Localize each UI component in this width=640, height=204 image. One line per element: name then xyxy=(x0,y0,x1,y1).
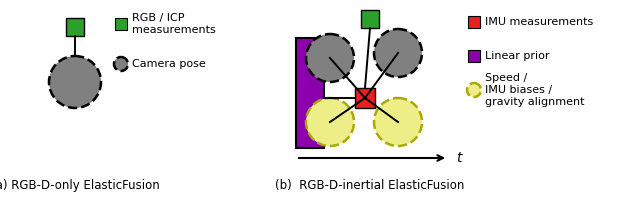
Bar xyxy=(115,18,127,30)
Text: $t$: $t$ xyxy=(456,151,464,165)
Text: (b)  RGB-D-inertial ElasticFusion: (b) RGB-D-inertial ElasticFusion xyxy=(275,179,465,192)
Bar xyxy=(468,16,480,28)
Text: Camera pose: Camera pose xyxy=(132,59,205,69)
Circle shape xyxy=(306,34,354,82)
Text: Speed /
IMU biases /
gravity alignment: Speed / IMU biases / gravity alignment xyxy=(485,73,584,107)
Circle shape xyxy=(49,56,101,108)
Circle shape xyxy=(467,83,481,97)
Bar xyxy=(66,18,84,36)
Circle shape xyxy=(114,57,128,71)
Text: IMU measurements: IMU measurements xyxy=(485,17,593,27)
Text: Linear prior: Linear prior xyxy=(485,51,550,61)
Circle shape xyxy=(374,29,422,77)
Bar xyxy=(296,38,324,148)
Text: (a) RGB-D-only ElasticFusion: (a) RGB-D-only ElasticFusion xyxy=(0,179,159,192)
Text: RGB / ICP
measurements: RGB / ICP measurements xyxy=(132,13,216,35)
Bar xyxy=(361,10,379,28)
Bar xyxy=(355,88,375,108)
Circle shape xyxy=(374,98,422,146)
Circle shape xyxy=(306,98,354,146)
Bar xyxy=(468,50,480,62)
